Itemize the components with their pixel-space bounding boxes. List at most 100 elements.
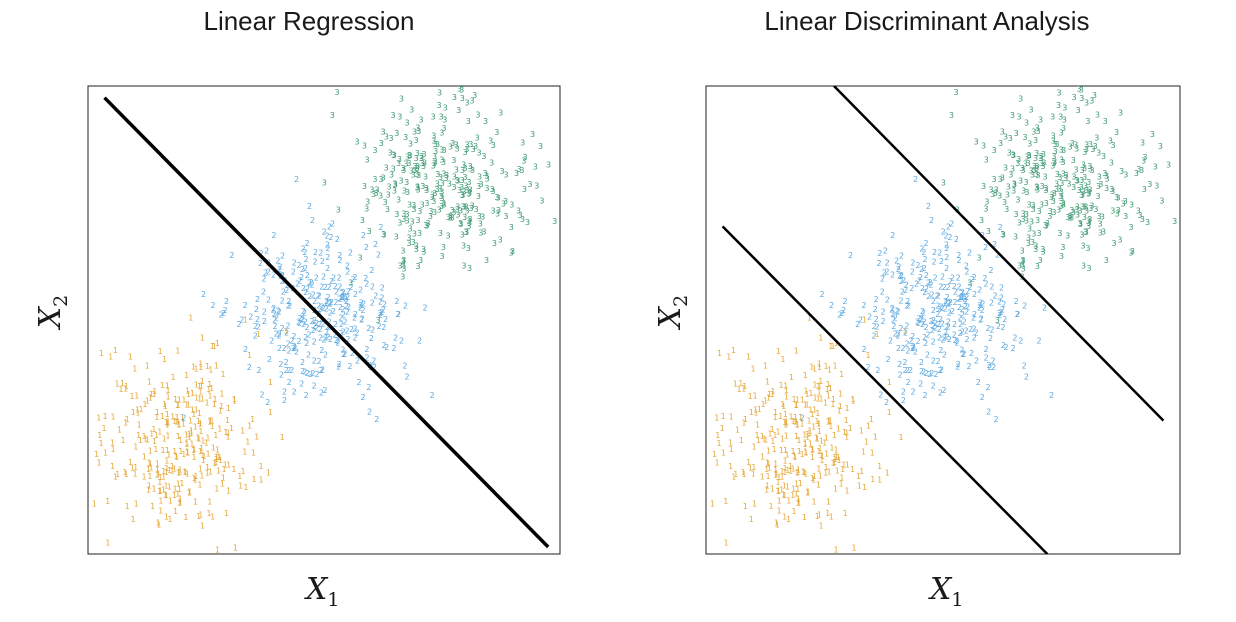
- data-point: 2: [886, 355, 891, 364]
- data-point: 3: [446, 232, 451, 241]
- data-point: 1: [726, 352, 731, 361]
- series-1: 1111111111111111111111111111111111111111…: [88, 313, 289, 554]
- data-point: 1: [165, 410, 170, 419]
- data-point: 1: [155, 408, 160, 417]
- data-point: 3: [441, 199, 446, 208]
- data-point: 3: [1027, 151, 1032, 160]
- data-point: 3: [1101, 152, 1106, 161]
- data-point: 1: [834, 453, 839, 462]
- data-point: 2: [266, 296, 271, 305]
- data-point: 3: [448, 212, 453, 221]
- data-point: 3: [1082, 148, 1087, 157]
- data-point: 2: [959, 293, 964, 302]
- data-point: 2: [378, 298, 383, 307]
- data-point: 2: [258, 259, 263, 268]
- data-point: 2: [271, 231, 276, 240]
- data-point: 3: [412, 166, 417, 175]
- data-point: 3: [1029, 106, 1034, 115]
- data-point: 3: [1096, 149, 1101, 158]
- data-point: 3: [439, 145, 444, 154]
- data-point: 1: [749, 408, 754, 417]
- data-point: 2: [901, 276, 906, 285]
- data-point: 2: [999, 308, 1004, 317]
- data-point: 2: [878, 391, 883, 400]
- data-point: 3: [1076, 85, 1081, 94]
- data-point: 3: [374, 189, 379, 198]
- data-point: 1: [221, 474, 226, 483]
- data-point: 2: [997, 311, 1002, 320]
- data-point: 1: [192, 474, 197, 483]
- data-point: 1: [208, 366, 213, 375]
- data-point: 2: [867, 312, 872, 321]
- data-point: 1: [783, 419, 788, 428]
- data-point: 2: [925, 331, 930, 340]
- data-point: 2: [247, 363, 252, 372]
- data-point: 3: [525, 218, 530, 227]
- data-point: 2: [277, 344, 282, 353]
- data-point: 2: [367, 407, 372, 416]
- data-point: 3: [461, 242, 466, 251]
- data-point: 1: [186, 390, 191, 399]
- data-point: 1: [721, 448, 726, 457]
- data-point: 1: [163, 402, 168, 411]
- data-point: 1: [824, 450, 829, 459]
- data-point: 2: [990, 357, 995, 366]
- data-point: 2: [931, 356, 936, 365]
- data-point: 2: [299, 380, 304, 389]
- data-point: 3: [1003, 132, 1008, 141]
- data-point: 1: [194, 406, 199, 415]
- data-point: 1: [772, 445, 777, 454]
- data-point: 1: [687, 419, 692, 428]
- data-point: 2: [301, 307, 306, 316]
- data-point: 2: [377, 322, 382, 331]
- data-point: 2: [312, 381, 317, 390]
- data-point: 2: [326, 333, 331, 342]
- data-point: 2: [940, 319, 945, 328]
- data-point: 1: [153, 445, 158, 454]
- data-point: 3: [503, 212, 508, 221]
- data-point: 2: [380, 293, 385, 302]
- data-point: 2: [300, 367, 305, 376]
- data-point: 3: [462, 164, 467, 173]
- data-point: 3: [455, 206, 460, 215]
- data-point: 1: [830, 342, 835, 351]
- data-point: 3: [967, 279, 972, 288]
- data-point: 1: [818, 472, 823, 481]
- data-point: 1: [839, 474, 844, 483]
- data-point: 1: [782, 418, 787, 427]
- data-point: 3: [468, 140, 473, 149]
- data-point: 3: [1086, 178, 1091, 187]
- data-point: 3: [414, 242, 419, 251]
- data-point: 1: [160, 412, 165, 421]
- data-point: 3: [1040, 162, 1045, 171]
- data-point: 3: [1129, 249, 1134, 258]
- data-point: 2: [991, 363, 996, 372]
- data-point: 3: [459, 190, 464, 199]
- data-point: 3: [415, 164, 420, 173]
- data-point: 1: [845, 461, 850, 470]
- data-point: 1: [184, 439, 189, 448]
- data-point: 1: [105, 497, 110, 506]
- data-point: 3: [436, 101, 441, 110]
- data-point: 2: [970, 275, 975, 284]
- data-point: 2: [266, 268, 271, 277]
- data-point: 2: [888, 337, 893, 346]
- data-point: 3: [430, 190, 435, 199]
- data-point: 2: [840, 309, 845, 318]
- data-point: 1: [167, 482, 172, 491]
- data-point: 1: [764, 465, 769, 474]
- data-point: 1: [809, 363, 814, 372]
- data-point: 1: [851, 397, 856, 406]
- data-point: 2: [977, 304, 982, 313]
- data-point: 2: [272, 310, 277, 319]
- data-point: 3: [444, 174, 449, 183]
- data-point: 2: [274, 329, 279, 338]
- data-point: 2: [201, 290, 206, 299]
- data-point: 2: [964, 262, 969, 271]
- data-point: 2: [900, 288, 905, 297]
- data-point: 1: [859, 467, 864, 476]
- data-point: 3: [1083, 203, 1088, 212]
- data-point: 3: [1081, 160, 1086, 169]
- data-point: 3: [452, 173, 457, 182]
- data-point: 1: [773, 465, 778, 474]
